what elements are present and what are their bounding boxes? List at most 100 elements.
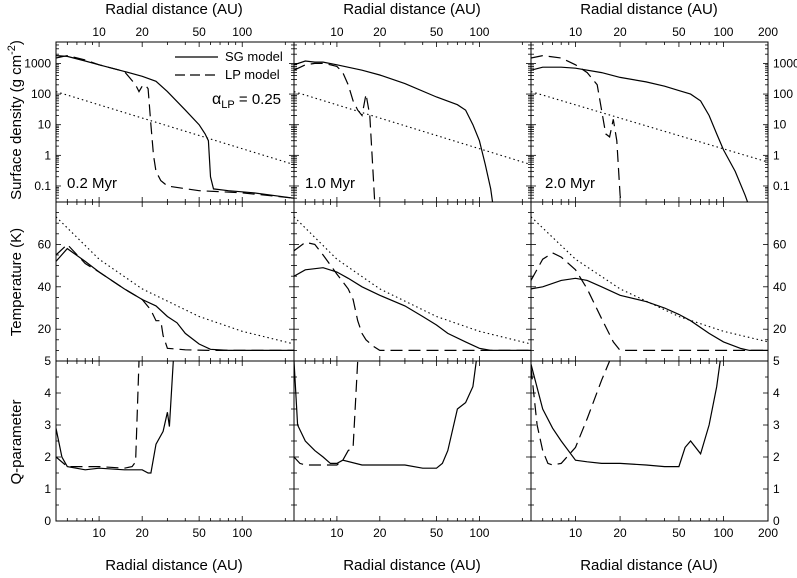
legend-alpha-sub: LP bbox=[221, 99, 234, 111]
reference-dotted-line-temperature-1 bbox=[56, 216, 294, 345]
xtick-label-q_parameter-1: 10 bbox=[92, 526, 106, 540]
ylabel-temperature: Temperature (K) bbox=[8, 228, 25, 336]
ylabel-surface-density: Surface density (g cm-2) bbox=[6, 40, 25, 200]
panel-temperature-1-series-group bbox=[56, 216, 294, 351]
panel-q_parameter-3-series-group bbox=[531, 361, 721, 468]
panel-temperature-2-frame bbox=[293, 201, 532, 362]
reference-dotted-line-surface_density-2 bbox=[294, 91, 531, 166]
panel-temperature-1-frame bbox=[55, 201, 295, 362]
ytick-label-surface_density-left: 1 bbox=[44, 148, 51, 162]
xtick-label-surface_density-3: 50 bbox=[672, 25, 686, 39]
xtick-label-surface_density-2: 10 bbox=[330, 25, 344, 39]
xtick-label-q_parameter-3: 100 bbox=[713, 526, 733, 540]
sg-model-line-temperature-1 bbox=[56, 247, 294, 351]
xtick-label-surface_density-1: 20 bbox=[135, 25, 149, 39]
bottom-xaxis-title-3: Radial distance (AU) bbox=[580, 557, 718, 574]
top-xaxis-title-3: Radial distance (AU) bbox=[580, 1, 718, 18]
panel-q_parameter-1: 10 20 50 100 0 1 2 3 4 5 bbox=[44, 354, 295, 540]
xtick-label-q_parameter-1: 50 bbox=[192, 526, 206, 540]
lp-model-line-temperature-1 bbox=[56, 243, 294, 351]
xtick-label-surface_density-2: 50 bbox=[430, 25, 444, 39]
ylabel-surface-density-tail: ) bbox=[8, 40, 25, 45]
reference-dotted-line-temperature-2 bbox=[294, 216, 531, 345]
panel-temperature-3: 20 40 60 bbox=[530, 201, 787, 362]
legend-alpha-symbol: α bbox=[212, 91, 221, 108]
legend-label-lp: LP model bbox=[225, 67, 280, 82]
xtick-label-q_parameter-1: 20 bbox=[135, 526, 149, 540]
ytick-label-q_parameter-right: 5 bbox=[773, 354, 780, 368]
lp-model-line-q_parameter-3 bbox=[531, 361, 611, 466]
ytick-label-temperature-left: 20 bbox=[38, 322, 52, 336]
bottom-xaxis-title-2: Radial distance (AU) bbox=[343, 557, 481, 574]
ytick-label-q_parameter-left: 4 bbox=[44, 386, 51, 400]
ytick-label-q_parameter-left: 1 bbox=[44, 482, 51, 496]
panel-q_parameter-2-frame bbox=[293, 360, 532, 522]
sg-model-line-temperature-3 bbox=[531, 277, 768, 351]
panel-temperature-2 bbox=[293, 201, 532, 362]
panel-temperature-3-frame bbox=[530, 201, 769, 362]
sg-model-line-q_parameter-3 bbox=[531, 361, 721, 468]
panel-q_parameter-1-series-group bbox=[56, 361, 174, 474]
ytick-label-surface_density-left: 10 bbox=[38, 118, 52, 132]
ytick-label-temperature-right: 20 bbox=[773, 322, 787, 336]
ytick-label-q_parameter-left: 0 bbox=[44, 514, 51, 528]
xtick-label-surface_density-2: 20 bbox=[373, 25, 387, 39]
panel-q_parameter-3-frame bbox=[530, 360, 769, 522]
ytick-label-surface_density-left: 1000 bbox=[24, 56, 51, 70]
ytick-label-surface_density-left: 0.1 bbox=[34, 179, 51, 193]
ytick-label-surface_density-right: 10 bbox=[773, 118, 787, 132]
ytick-label-q_parameter-right: 3 bbox=[773, 418, 780, 432]
xtick-label-q_parameter-2: 20 bbox=[373, 526, 387, 540]
xtick-label-q_parameter-3: 50 bbox=[672, 526, 686, 540]
legend-alpha: αLP = 0.25 bbox=[212, 91, 281, 111]
panel-temperature-2-series-group bbox=[294, 216, 531, 351]
ytick-label-q_parameter-left: 2 bbox=[44, 450, 51, 464]
xtick-label-q_parameter-3: 200 bbox=[758, 526, 778, 540]
xtick-label-surface_density-3: 20 bbox=[613, 25, 627, 39]
lp-model-line-surface_density-1 bbox=[56, 54, 294, 199]
reference-dotted-line-temperature-3 bbox=[531, 216, 768, 343]
ytick-label-q_parameter-left: 3 bbox=[44, 418, 51, 432]
xtick-label-q_parameter-2: 50 bbox=[430, 526, 444, 540]
ytick-label-surface_density-left: 100 bbox=[31, 87, 51, 101]
ytick-label-temperature-right: 60 bbox=[773, 237, 787, 251]
ytick-label-q_parameter-right: 2 bbox=[773, 450, 780, 464]
panel-surface_density-1-series-group bbox=[56, 54, 294, 199]
ytick-label-q_parameter-left: 5 bbox=[44, 354, 51, 368]
xtick-label-q_parameter-2: 100 bbox=[469, 526, 489, 540]
top-xaxis-title-1: Radial distance (AU) bbox=[105, 1, 243, 18]
bottom-xaxis-title-1: Radial distance (AU) bbox=[105, 557, 243, 574]
lp-model-line-q_parameter-1 bbox=[56, 361, 140, 469]
xtick-label-surface_density-3: 10 bbox=[569, 25, 583, 39]
ytick-label-temperature-left: 60 bbox=[38, 237, 52, 251]
time-label-col-1: 0.2 Myr bbox=[67, 175, 117, 192]
ytick-label-q_parameter-right: 0 bbox=[773, 514, 780, 528]
xtick-label-q_parameter-3: 20 bbox=[613, 526, 627, 540]
panel-q_parameter-2-series-group bbox=[294, 361, 477, 469]
top-xaxis-title-2: Radial distance (AU) bbox=[343, 1, 481, 18]
xtick-label-q_parameter-1: 100 bbox=[232, 526, 252, 540]
sg-model-line-q_parameter-1 bbox=[56, 361, 174, 474]
sg-model-line-temperature-2 bbox=[294, 267, 531, 351]
xtick-label-surface_density-1: 50 bbox=[192, 25, 206, 39]
sg-model-line-surface_density-3 bbox=[531, 66, 749, 202]
lp-model-line-temperature-2 bbox=[294, 241, 531, 351]
panel-surface_density-2-series-group bbox=[294, 60, 531, 202]
time-label-col-2: 1.0 Myr bbox=[305, 175, 355, 192]
ytick-label-temperature-left: 40 bbox=[38, 280, 52, 294]
panel-surface_density-3: 10 20 50 100 200 0.1 1 10 100 1000 bbox=[530, 25, 797, 203]
xtick-label-surface_density-3: 200 bbox=[758, 25, 778, 39]
panel-q_parameter-1-frame bbox=[55, 360, 295, 522]
ytick-label-surface_density-right: 0.1 bbox=[773, 179, 790, 193]
panel-surface_density-3-series-group bbox=[531, 54, 768, 202]
panel-q_parameter-2: 10 20 50 100 bbox=[293, 360, 532, 540]
reference-dotted-line-surface_density-1 bbox=[56, 91, 294, 166]
panel-temperature-1: 20 40 60 bbox=[38, 201, 295, 362]
lp-model-line-q_parameter-2 bbox=[294, 361, 359, 466]
xtick-label-surface_density-2: 100 bbox=[469, 25, 489, 39]
ytick-label-surface_density-right: 1000 bbox=[773, 56, 797, 70]
time-label-col-3: 2.0 Myr bbox=[545, 175, 595, 192]
